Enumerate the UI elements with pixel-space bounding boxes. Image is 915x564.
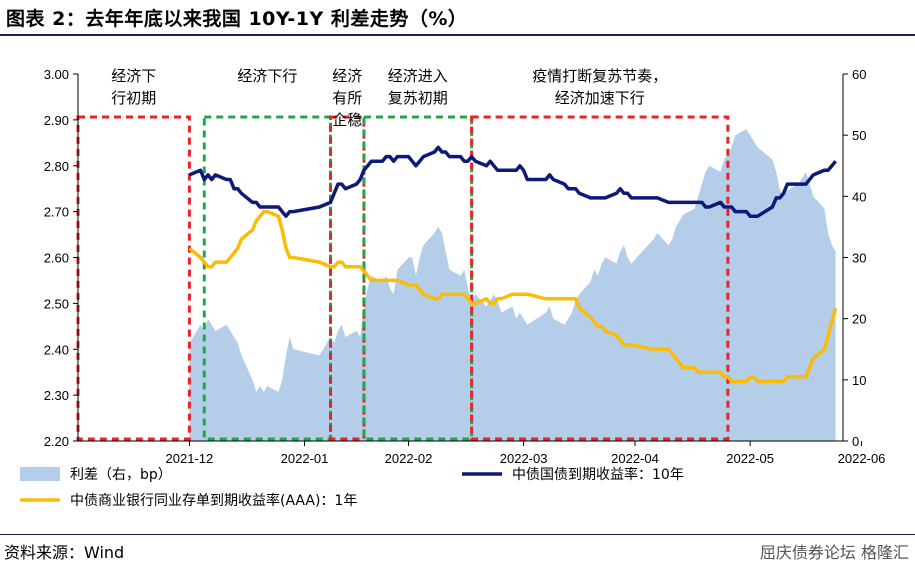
y-right-tick-label: 30 — [852, 251, 866, 266]
title-divider — [0, 34, 915, 36]
annotation-label-3: 企稳 — [332, 111, 362, 129]
annotation-label-4: 复苏初期 — [388, 89, 448, 107]
y-left-tick-label: 2.20 — [44, 434, 69, 449]
y-left-tick-label: 2.80 — [44, 159, 69, 174]
spread-area — [189, 129, 836, 441]
annotation-label-5: 经济加速下行 — [555, 89, 645, 107]
treasury-10y-line — [188, 145, 837, 218]
page-title: 图表 2：去年年底以来我国 10Y-1Y 利差走势（%） — [6, 8, 468, 30]
legend-swatch-spread — [20, 467, 60, 481]
x-tick-label: 2022-01 — [281, 451, 329, 466]
y-left-tick-label: 2.70 — [44, 205, 69, 220]
x-tick-label: 2021-12 — [166, 451, 214, 466]
annotation-box-1 — [76, 115, 191, 441]
annotation-box-2 — [202, 115, 333, 441]
annotation-label-5: 疫情打断复苏节奏， — [532, 67, 667, 85]
x-tick-label: 2022-06 — [838, 451, 886, 466]
yield-lines — [188, 145, 838, 384]
annotation-label-1: 行初期 — [111, 89, 156, 107]
y-left-tick-label: 2.60 — [44, 251, 69, 266]
x-tick-label: 2022-04 — [611, 451, 659, 466]
annotation-label-2: 经济下行 — [237, 67, 297, 85]
source-note: 资料来源：Wind — [4, 543, 125, 562]
x-tick-label: 2022-05 — [726, 451, 774, 466]
legend-label-treasury: 中债国债到期收益率：10年 — [512, 466, 684, 483]
legend: 利差（右，bp） 中债国债到期收益率：10年中债商业银行同业存单到期收益率(AAA… — [20, 466, 684, 509]
annotation-boxes — [76, 115, 730, 441]
y-right-tick-label: 10 — [852, 373, 866, 388]
y-left-tick-label: 2.90 — [44, 113, 69, 128]
axes: 2.20 2.30 2.40 2.50 2.60 2.70 2.80 2.90 3.00 0 10 2… — [44, 67, 886, 466]
annotation-label-4: 经济进入 — [388, 67, 448, 85]
watermark: 屈庆债券论坛 格隆汇 — [759, 543, 909, 562]
footer-divider — [0, 534, 915, 535]
y-left-tick-label: 2.40 — [44, 342, 69, 357]
y-left-tick-label: 3.00 — [44, 67, 69, 82]
annotation-box-4 — [362, 115, 474, 441]
x-tick-label: 2022-02 — [385, 451, 433, 466]
y-right-tick-label: 0 — [852, 434, 859, 449]
ncd-yield-line — [188, 209, 838, 384]
legend-label-ncd: 中债商业银行同业存单到期收益率(AAA)：1年 — [70, 492, 357, 509]
y-right-tick-label: 20 — [852, 312, 866, 327]
y-right-tick-label: 40 — [852, 189, 866, 204]
annotation-label-3: 有所 — [332, 89, 362, 107]
x-tick-label: 2022-03 — [500, 451, 548, 466]
y-left-tick-label: 2.50 — [44, 296, 69, 311]
legend-label-spread: 利差（右，bp） — [70, 467, 172, 483]
spread-area-layer — [189, 129, 836, 441]
y-right-tick-label: 50 — [852, 128, 866, 143]
annotation-label-1: 经济下 — [111, 67, 156, 85]
annotation-label-3: 经济 — [332, 67, 362, 85]
spread-chart: 2.20 2.30 2.40 2.50 2.60 2.70 2.80 2.90 3.00 0 10 2… — [20, 67, 886, 509]
y-left-tick-label: 2.30 — [44, 388, 69, 403]
y-right-tick-label: 60 — [852, 67, 866, 82]
